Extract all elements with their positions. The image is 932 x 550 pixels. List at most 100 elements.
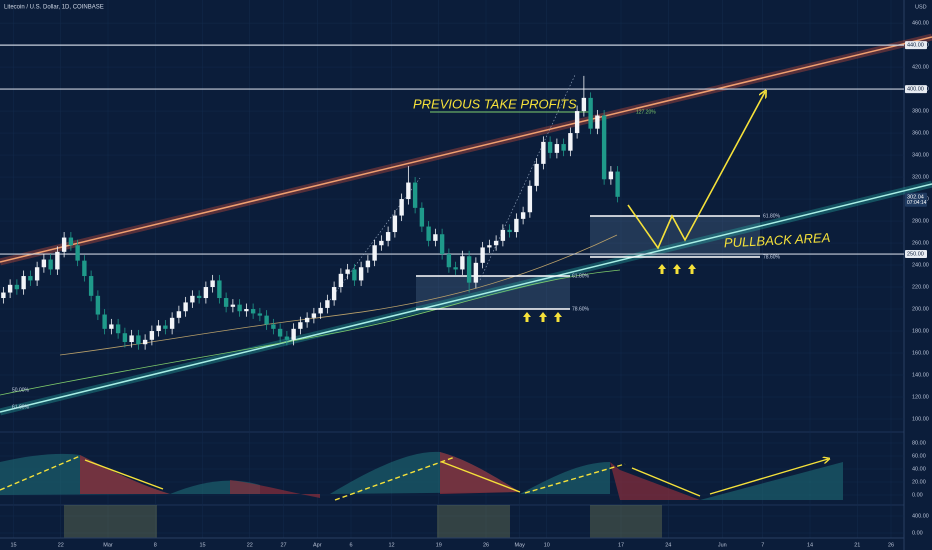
candle-body xyxy=(149,331,155,340)
candle-body xyxy=(480,247,485,263)
candle-body xyxy=(298,322,303,329)
candle-body xyxy=(439,234,445,255)
price-tag xyxy=(905,192,927,207)
candle-body xyxy=(142,339,148,345)
fib-label: 61.80% xyxy=(12,404,30,410)
y-tick-label: 80.00 xyxy=(912,440,926,446)
candle-body xyxy=(352,269,357,281)
candle-body xyxy=(581,97,587,112)
x-tick-label: 17 xyxy=(618,542,624,548)
candle-body xyxy=(109,324,114,329)
oscillator-area xyxy=(700,462,843,500)
candle-body xyxy=(136,335,141,345)
y-tick-label: 160.00 xyxy=(912,350,929,356)
y-tick-label: 200.00 xyxy=(912,306,929,312)
up-arrows xyxy=(523,264,696,322)
candle-body xyxy=(217,280,222,299)
price-tag xyxy=(905,85,927,94)
chart-title: Litecoin / U.S. Dollar, 1D, COINBASE xyxy=(4,5,104,11)
y-tick-label: 220.00 xyxy=(912,284,929,290)
candle-body xyxy=(284,336,290,340)
currency: USD xyxy=(915,4,927,10)
up-arrow xyxy=(688,264,696,274)
candle-body xyxy=(129,335,134,343)
candle-body xyxy=(608,171,614,180)
candle-body xyxy=(453,267,458,270)
candle-body xyxy=(311,313,317,318)
x-tick-label: 8 xyxy=(154,542,157,548)
y-tick-label: 100.00 xyxy=(912,416,929,422)
price-tag xyxy=(905,250,927,259)
channel-lower xyxy=(0,183,932,413)
x-tick-label: 22 xyxy=(247,542,253,548)
candle-body xyxy=(156,325,161,332)
y-tick-label: 20.00 xyxy=(912,479,926,485)
candle-body xyxy=(568,133,573,151)
oscillator-pane xyxy=(0,451,843,501)
candle-body xyxy=(7,284,13,293)
fib-label: 61.80% xyxy=(572,273,590,279)
oscillator-area xyxy=(230,480,320,498)
fib-label: 127.20% xyxy=(636,109,656,115)
x-tick-label: 24 xyxy=(665,542,671,548)
candle-body xyxy=(527,185,533,213)
candle-body xyxy=(507,229,512,233)
candle-body xyxy=(345,269,350,274)
candle-body xyxy=(406,182,411,200)
candle-body xyxy=(325,300,330,308)
countdown: 07:04:14 xyxy=(907,200,927,206)
candle-body xyxy=(500,229,506,241)
y-tick-label: 240.00 xyxy=(912,262,929,268)
candle-body xyxy=(55,251,60,270)
candle-body xyxy=(514,218,519,233)
candle-body xyxy=(115,324,121,334)
y-tick-label: 60.00 xyxy=(912,453,926,459)
candle-body xyxy=(291,328,296,340)
y-tick-label: 360.00 xyxy=(912,131,929,137)
candle-body xyxy=(520,212,526,219)
candle-body xyxy=(534,163,539,186)
candle-body xyxy=(28,276,33,281)
oscillator-area xyxy=(80,455,170,494)
candle-body xyxy=(392,215,398,233)
volume-zone xyxy=(64,505,157,538)
candle-body xyxy=(358,267,364,281)
candle-body xyxy=(466,256,472,283)
candle-body xyxy=(176,311,182,318)
up-arrow xyxy=(539,312,547,322)
price-tag-label: 250.00 xyxy=(907,251,924,257)
candle-body xyxy=(561,144,566,151)
trend-arrow xyxy=(84,459,828,497)
candle-body xyxy=(34,267,40,281)
x-tick-label: 6 xyxy=(349,542,352,548)
candle-body xyxy=(541,141,546,164)
candles xyxy=(1,75,620,350)
x-tick-label: Jun xyxy=(718,542,727,548)
price-tag-label: 302.04 xyxy=(907,194,924,200)
candle-body xyxy=(433,234,438,241)
candle-body xyxy=(304,317,310,323)
candle-body xyxy=(14,284,20,290)
candle-body xyxy=(446,254,452,268)
y-tick-label: 260.00 xyxy=(912,240,929,246)
candle-body xyxy=(399,199,404,216)
candle-body xyxy=(554,144,560,153)
candle-body xyxy=(264,315,269,325)
y-tick-label: 0.00 xyxy=(912,530,923,536)
up-arrow xyxy=(658,264,666,274)
up-arrow xyxy=(523,312,531,322)
y-tick-label: 420.00 xyxy=(912,65,929,71)
fib-label: 61.80% xyxy=(763,213,781,219)
pullback-label: PULLBACK AREA xyxy=(724,230,831,251)
candle-body xyxy=(379,240,384,246)
candle-body xyxy=(88,276,94,296)
candle-body xyxy=(419,207,425,227)
y-tick-label: 120.00 xyxy=(912,394,929,400)
candle-body xyxy=(595,115,600,129)
candle-body xyxy=(68,237,74,246)
fib-label: 50.00% xyxy=(12,387,30,393)
candle-body xyxy=(163,325,168,329)
candle-body xyxy=(338,273,344,288)
candle-body xyxy=(331,287,337,301)
